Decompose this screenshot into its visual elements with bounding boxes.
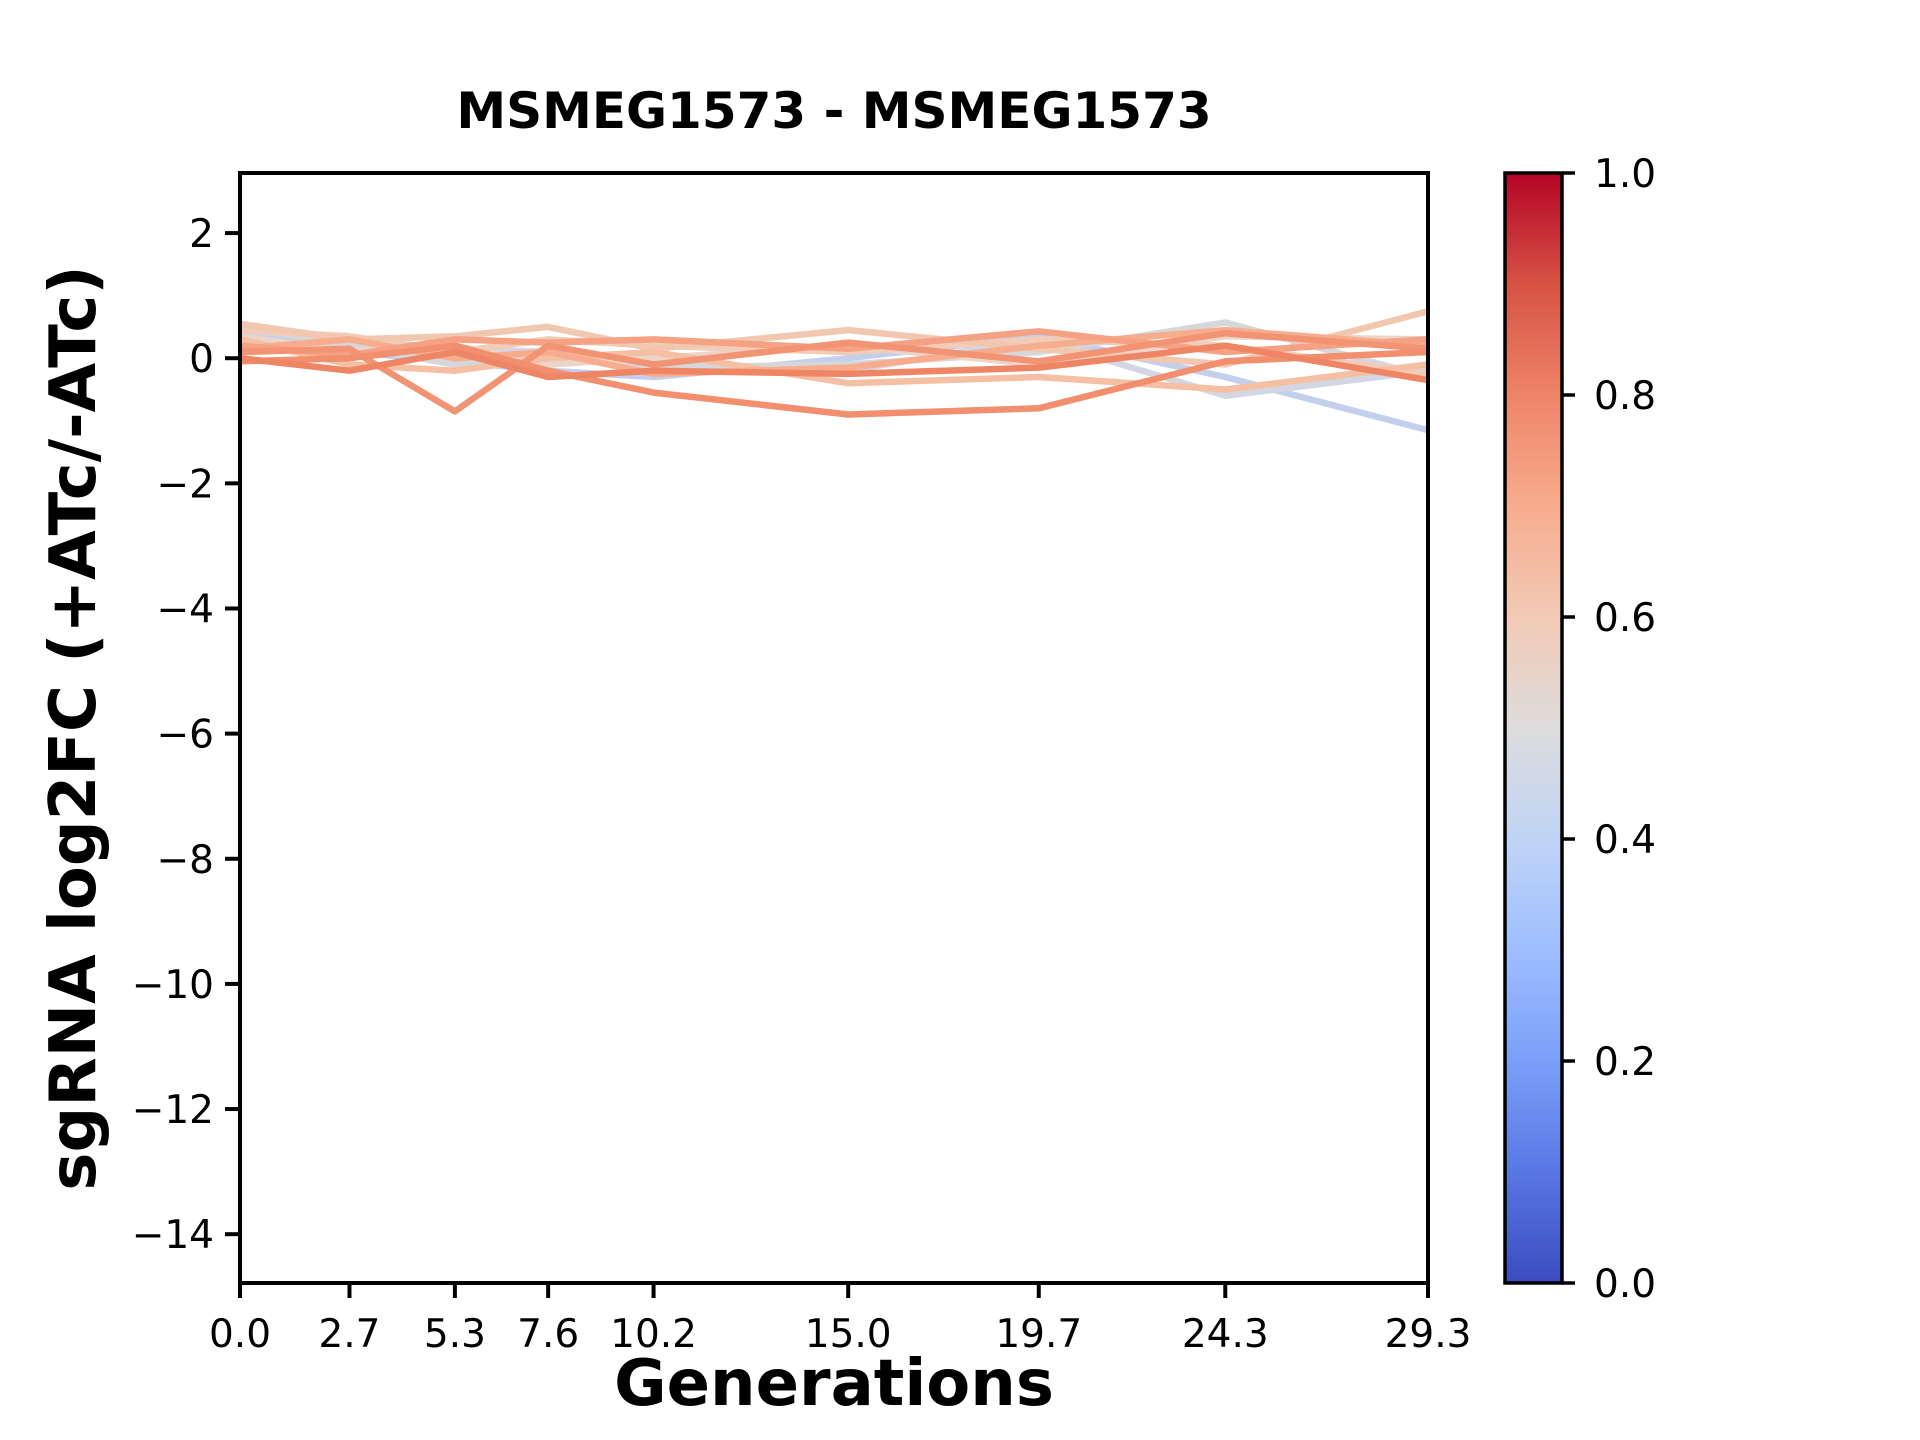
colorbar-tick-label: 0.0: [1594, 1262, 1656, 1307]
y-tick-label: −14: [132, 1213, 214, 1258]
x-tick-label: 15.0: [805, 1312, 892, 1357]
colorbar: [1503, 171, 1564, 1285]
x-axis-label: Generations: [614, 1347, 1054, 1421]
y-tick-label: −12: [132, 1088, 214, 1133]
y-tick-label: 2: [189, 212, 214, 257]
y-tick-label: −4: [157, 587, 215, 632]
x-tick-label: 19.7: [995, 1312, 1082, 1357]
axes-frame: [238, 171, 1430, 1285]
colorbar-tick-label: 1.0: [1594, 152, 1656, 197]
y-tick-label: −6: [157, 713, 215, 758]
series-line: [240, 329, 1428, 415]
y-axis-ticks: 2 0 −2 −4 −6 −8 −10 −12 −14: [132, 212, 240, 1258]
colorbar-tick-label: 0.4: [1594, 818, 1656, 863]
y-tick-label: −10: [132, 963, 214, 1008]
colorbar-tick-label: 0.8: [1594, 374, 1656, 419]
colorbar-ticks: 0.0 0.2 0.4 0.6 0.8 1.0: [1562, 152, 1656, 1307]
x-tick-label: 0.0: [209, 1312, 271, 1357]
series-lines: [240, 308, 1428, 434]
x-tick-label: 29.3: [1385, 1312, 1472, 1357]
y-axis-label: sgRNA log2FC (+ATc/-ATc): [37, 265, 111, 1190]
series-line: [240, 342, 1428, 418]
colorbar-tick-label: 0.6: [1594, 596, 1656, 641]
y-tick-label: −8: [157, 838, 215, 883]
x-tick-label: 7.6: [517, 1312, 579, 1357]
x-tick-label: 2.7: [318, 1312, 380, 1357]
x-tick-label: 5.3: [424, 1312, 486, 1357]
x-tick-label: 24.3: [1182, 1312, 1269, 1357]
y-tick-label: 0: [189, 337, 214, 382]
x-axis-ticks: 0.0 2.7 5.3 7.6 10.2 15.0 19.7 24.3 29.3: [209, 1283, 1471, 1357]
colorbar-tick-label: 0.2: [1594, 1040, 1656, 1085]
series-line: [240, 342, 1428, 384]
chart-title: MSMEG1573 - MSMEG1573: [456, 82, 1211, 140]
x-tick-label: 10.2: [610, 1312, 697, 1357]
y-tick-label: −2: [157, 462, 215, 507]
